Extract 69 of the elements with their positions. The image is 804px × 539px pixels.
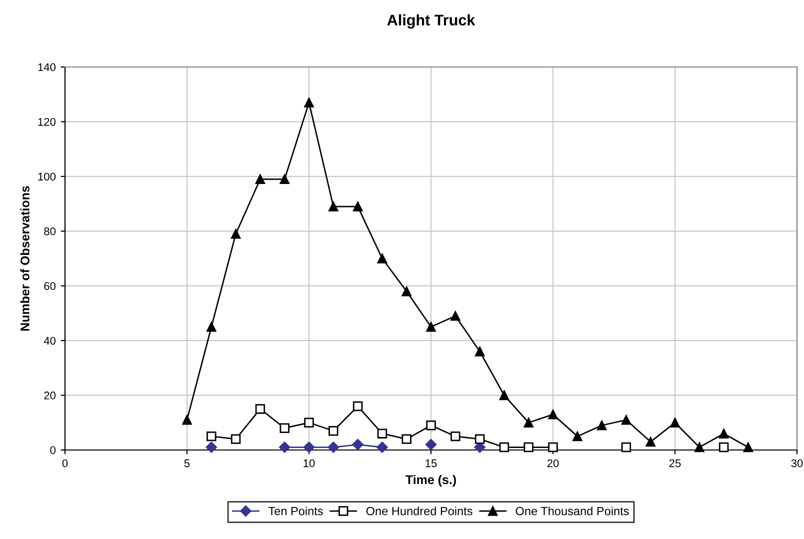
- point: [718, 428, 729, 438]
- point: [352, 401, 363, 412]
- point: [548, 410, 558, 420]
- point: [377, 428, 388, 438]
- point: [206, 431, 216, 442]
- point: [182, 415, 192, 425]
- y-tick-label: 20: [44, 392, 56, 400]
- y-tick-label: 100: [38, 172, 56, 181]
- point: [621, 415, 632, 425]
- point: [328, 442, 340, 453]
- point: [474, 434, 485, 444]
- x-tick-label: 15: [426, 459, 437, 468]
- point: [352, 438, 364, 450]
- point: [718, 442, 729, 452]
- point: [402, 286, 412, 296]
- point: [450, 311, 460, 321]
- x-tick-label: 0: [62, 459, 68, 468]
- point: [548, 442, 558, 452]
- point: [596, 420, 607, 430]
- y-tick-label: 120: [38, 118, 56, 126]
- point: [377, 254, 388, 264]
- point: [230, 229, 241, 239]
- point: [206, 442, 218, 453]
- point: [572, 431, 582, 442]
- x-tick-label: 25: [669, 459, 681, 468]
- point: [499, 442, 510, 452]
- point: [303, 442, 315, 453]
- y-tick-label: 0: [50, 446, 56, 454]
- y-tick-label: 60: [44, 282, 56, 290]
- point: [426, 420, 436, 430]
- legend-label: Ten Points: [268, 506, 323, 516]
- point: [499, 390, 510, 400]
- x-axis-title: Time (s.): [406, 474, 456, 487]
- x-tick-label: 10: [304, 459, 315, 468]
- legend-label: One Hundred Points: [366, 506, 472, 516]
- point: [474, 346, 485, 356]
- y-axis-title: Number of Observations: [20, 186, 30, 331]
- point: [621, 442, 632, 452]
- point: [280, 423, 290, 433]
- point: [743, 442, 754, 452]
- y-tick-label: 140: [38, 63, 56, 72]
- chart-title: Alight Truck: [387, 14, 476, 29]
- x-tick-label: 5: [184, 459, 190, 468]
- point: [230, 434, 241, 444]
- point: [278, 442, 290, 453]
- point: [352, 202, 363, 212]
- point: [646, 436, 656, 447]
- point: [425, 438, 437, 450]
- point: [524, 442, 534, 452]
- point: [280, 174, 290, 184]
- point: [524, 418, 534, 428]
- y-tick-label: 80: [44, 227, 56, 236]
- point: [426, 322, 436, 332]
- x-tick-label: 20: [547, 459, 559, 468]
- y-tick-label: 40: [44, 336, 56, 345]
- point: [206, 322, 216, 332]
- point: [255, 404, 266, 414]
- point: [255, 174, 266, 184]
- point: [304, 98, 314, 108]
- point: [304, 418, 314, 428]
- point: [694, 442, 704, 452]
- point: [328, 202, 338, 212]
- point: [450, 431, 460, 442]
- legend-label: One Thousand Points: [516, 506, 629, 516]
- point: [376, 442, 388, 453]
- point: [670, 418, 680, 428]
- point: [402, 434, 412, 444]
- x-tick-label: 30: [791, 459, 803, 468]
- point: [328, 426, 338, 436]
